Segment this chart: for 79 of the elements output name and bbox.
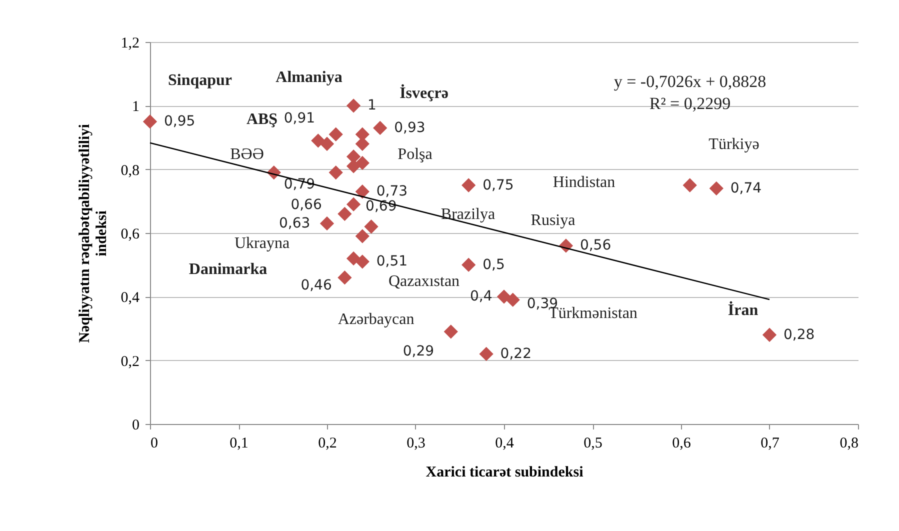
y-tick-label: 1 — [132, 99, 140, 116]
x-tick-label: 0,1 — [230, 436, 248, 452]
point — [364, 220, 378, 234]
point — [444, 324, 458, 339]
y-axis-title: Nəqliyyatın rəqabətqabiliyyətliliyi indeksi — [76, 124, 110, 343]
point — [346, 197, 361, 212]
data-label: 0,73 — [376, 184, 408, 200]
point — [506, 292, 520, 307]
annotation: Rusiya — [530, 212, 576, 229]
annotation: y = -0,7026x + 0,8828 — [614, 72, 766, 91]
annotation: BƏƏ — [230, 146, 264, 163]
annotation: Azərbaycan — [338, 311, 414, 328]
data-label: 0,4 — [470, 288, 492, 305]
point — [479, 346, 494, 362]
data-label: 0,46 — [300, 278, 332, 294]
data-label: 0,74 — [730, 180, 762, 196]
point — [355, 156, 370, 170]
annotation: Almaniya — [276, 69, 342, 86]
point — [328, 127, 343, 142]
annotation: Türkiyə — [708, 136, 760, 153]
data-label: 0,28 — [784, 326, 815, 343]
x-tick-label: 0,7 — [760, 436, 780, 452]
data-label: 0,66 — [290, 196, 322, 213]
x-tick-label: 0,2 — [318, 436, 337, 452]
data-label: 0,91 — [284, 110, 316, 126]
data-label: 0,93 — [394, 120, 426, 136]
annotation: ABŞ — [246, 111, 278, 128]
x-tick-label: 0,8 — [840, 436, 858, 452]
point — [496, 290, 512, 304]
annotation: Qazaxıstan — [388, 273, 460, 290]
point — [328, 165, 343, 180]
x-tick-label: 0,3 — [406, 436, 426, 452]
point — [709, 181, 724, 196]
data-label: 0,51 — [376, 254, 408, 270]
annotation: İsveçrə — [400, 84, 448, 102]
annotation: İran — [728, 301, 758, 319]
annotation: Danimarka — [188, 261, 268, 278]
point — [320, 136, 334, 151]
point — [142, 114, 158, 129]
point — [320, 216, 334, 231]
annotation: Hindistan — [552, 174, 616, 191]
x-tick-label: 0,4 — [495, 436, 514, 452]
x-tick-label: 0,6 — [672, 436, 692, 452]
y-tick-label: 1,2 — [120, 36, 140, 52]
data-label: 0,69 — [366, 198, 397, 214]
x-axis-title: Xarici ticarət subindeksi — [426, 464, 584, 480]
point — [373, 120, 388, 136]
x-tick-label: 0 — [150, 436, 158, 452]
point — [346, 98, 361, 113]
y-tick-label: 0,2 — [120, 354, 140, 370]
annotation: Brazilya — [440, 206, 496, 223]
point — [462, 258, 476, 272]
point — [462, 178, 476, 192]
data-label: 0,29 — [402, 344, 434, 360]
point — [338, 206, 352, 221]
annotation: Ukrayna — [234, 235, 290, 252]
data-label: 0,63 — [279, 215, 310, 232]
data-label: 0,56 — [580, 238, 612, 254]
data-label: 0,22 — [500, 346, 532, 362]
point — [355, 184, 370, 199]
point — [355, 229, 370, 244]
annotation: R² = 0,2299 — [649, 94, 731, 113]
y-tick-label: 0,4 — [120, 290, 140, 306]
data-label: 0,5 — [482, 256, 505, 273]
point — [682, 178, 697, 192]
point — [355, 254, 370, 269]
annotation: Polşa — [398, 146, 432, 163]
y-tick-label: 0,6 — [120, 226, 140, 242]
y-tick-label: 0,8 — [120, 162, 140, 179]
data-label: 1 — [368, 98, 376, 114]
x-tick-label: 0,5 — [584, 436, 602, 452]
point — [346, 251, 361, 266]
annotation: Sinqapur — [168, 72, 232, 89]
y-tick-label: 0 — [132, 418, 140, 434]
point — [346, 159, 361, 174]
point — [762, 328, 777, 342]
data-label: 0,75 — [482, 177, 514, 194]
data-label: 0,95 — [164, 114, 196, 130]
point — [338, 270, 352, 285]
